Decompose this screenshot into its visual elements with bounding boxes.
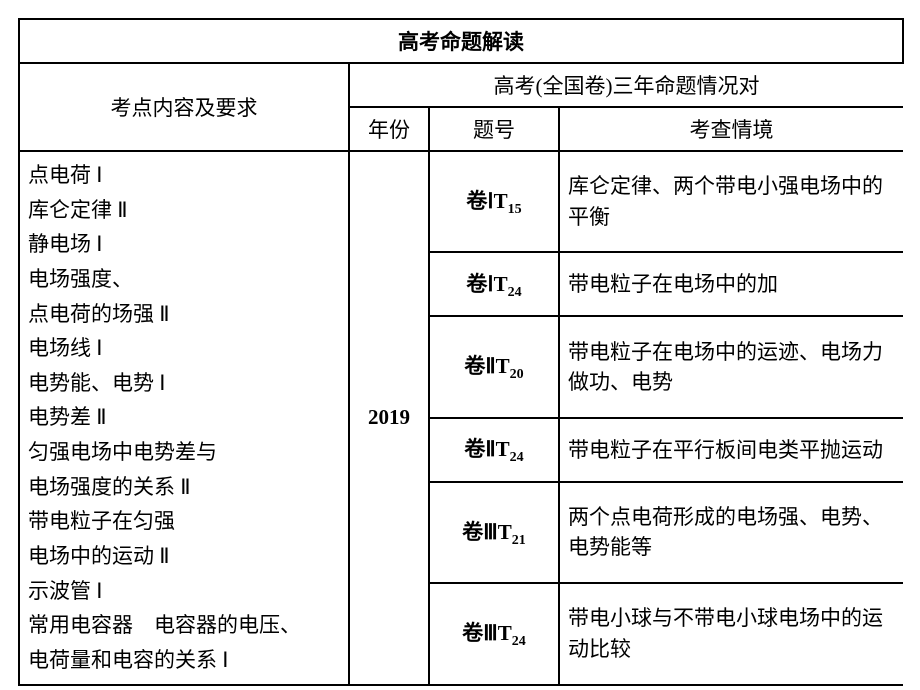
context-cell: 库仑定律、两个带电小强电场中的平衡 xyxy=(559,151,903,252)
qnum-cell: 卷ⅡT20 xyxy=(429,316,559,417)
qnum-cell: 卷ⅠT15 xyxy=(429,151,559,252)
qnum-cell: 卷ⅢT24 xyxy=(429,583,559,684)
exam-analysis-table: 高考命题解读 考点内容及要求 高考(全国卷)三年命题情况对 年份 题号 考查情境… xyxy=(18,18,904,686)
context-cell: 带电粒子在电场中的加 xyxy=(559,252,903,316)
qnum-cell: 卷ⅢT21 xyxy=(429,482,559,583)
context-cell: 带电粒子在平行板间电类平抛运动 xyxy=(559,418,903,482)
context-cell: 两个点电荷形成的电场强、电势、电势能等 xyxy=(559,482,903,583)
col-topic-header: 考点内容及要求 xyxy=(19,63,349,151)
qnum-cell: 卷ⅡT24 xyxy=(429,418,559,482)
col-group-header: 高考(全国卷)三年命题情况对 xyxy=(349,63,903,107)
table-row: 点电荷 Ⅰ库仑定律 Ⅱ静电场 Ⅰ电场强度、点电荷的场强 Ⅱ电场线 Ⅰ电势能、电势… xyxy=(19,151,903,252)
context-cell: 带电小球与不带电小球电场中的运动比较 xyxy=(559,583,903,684)
context-cell: 带电粒子在电场中的运迹、电场力做功、电势 xyxy=(559,316,903,417)
topic-content: 点电荷 Ⅰ库仑定律 Ⅱ静电场 Ⅰ电场强度、点电荷的场强 Ⅱ电场线 Ⅰ电势能、电势… xyxy=(19,151,349,685)
col-context-header: 考查情境 xyxy=(559,107,903,151)
col-qnum-header: 题号 xyxy=(429,107,559,151)
col-year-header: 年份 xyxy=(349,107,429,151)
qnum-cell: 卷ⅠT24 xyxy=(429,252,559,316)
header-main: 高考命题解读 xyxy=(19,19,903,63)
year-cell: 2019 xyxy=(349,151,429,685)
